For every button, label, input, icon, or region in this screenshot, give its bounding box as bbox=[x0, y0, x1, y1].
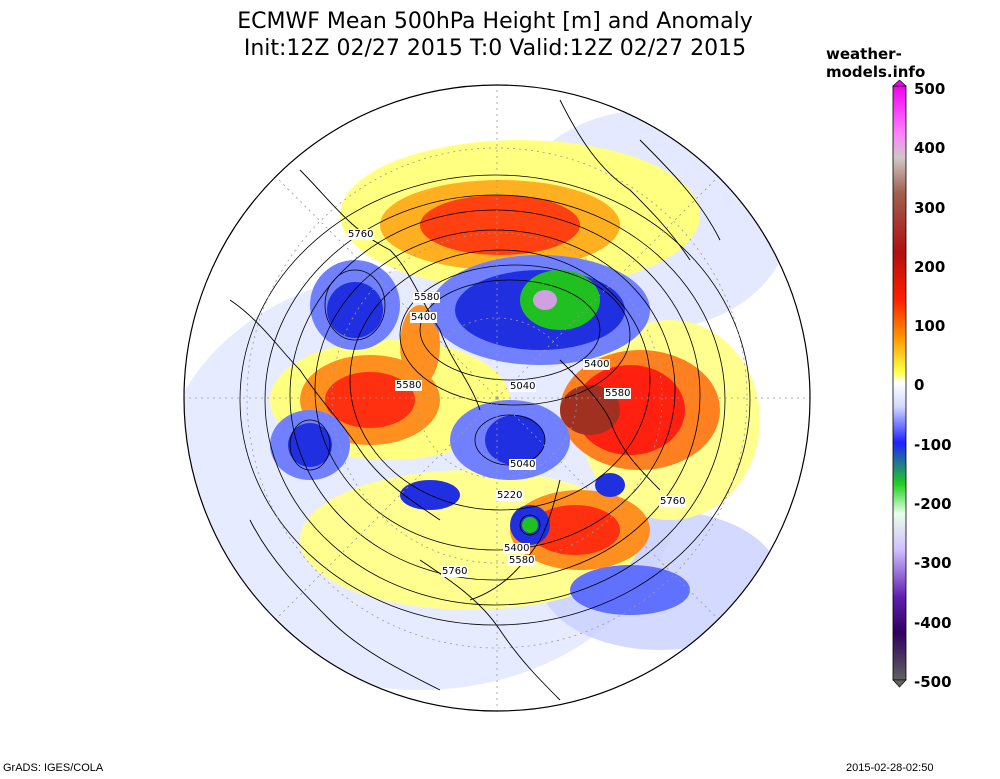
colorbar-label: -200 bbox=[914, 495, 952, 513]
title-line-1: ECMWF Mean 500hPa Height [m] and Anomaly bbox=[237, 9, 753, 34]
contour-label: 5040 bbox=[509, 381, 537, 392]
colorbar-label: 400 bbox=[914, 139, 946, 157]
colorbar-label: -300 bbox=[914, 554, 952, 572]
contour-label: 5400 bbox=[410, 312, 438, 323]
anomaly-field bbox=[184, 85, 810, 711]
colorbar-label: -400 bbox=[914, 614, 952, 632]
colorbar bbox=[892, 79, 907, 688]
graticule bbox=[184, 85, 810, 711]
title-line-2: Init:12Z 02/27 2015 T:0 Valid:12Z 02/27 … bbox=[243, 36, 747, 61]
colorbar-label: 500 bbox=[914, 80, 946, 98]
contour-label: 5580 bbox=[395, 380, 423, 391]
contour-label: 5760 bbox=[347, 229, 375, 240]
contour-label: 5400 bbox=[503, 543, 531, 554]
colorbar-label: 100 bbox=[914, 317, 946, 335]
site-label: weather-models.info bbox=[826, 45, 926, 81]
contour-label: 5400 bbox=[583, 359, 611, 370]
contour-label: 5580 bbox=[604, 388, 632, 399]
contour-label: 5760 bbox=[441, 566, 469, 577]
map-title: ECMWF Mean 500hPa Height [m] and Anomaly… bbox=[0, 8, 1000, 62]
colorbar-label: -100 bbox=[914, 436, 952, 454]
footer-credit: GrADS: IGES/COLA bbox=[3, 762, 104, 774]
footer-timestamp: 2015-02-28-02:50 bbox=[846, 762, 934, 774]
colorbar-label: -500 bbox=[914, 673, 952, 691]
coastlines bbox=[229, 99, 721, 701]
contour-label: 5580 bbox=[508, 555, 536, 566]
map-border bbox=[183, 84, 811, 712]
colorbar-label: 200 bbox=[914, 258, 946, 276]
colorbar-label: 0 bbox=[914, 376, 925, 394]
contour-label: 5760 bbox=[659, 496, 687, 507]
contour-label: 5040 bbox=[509, 459, 537, 470]
colorbar-label: 300 bbox=[914, 199, 946, 217]
height-contours bbox=[239, 174, 751, 626]
contour-label: 5220 bbox=[496, 490, 524, 501]
contour-label: 5580 bbox=[413, 292, 441, 303]
